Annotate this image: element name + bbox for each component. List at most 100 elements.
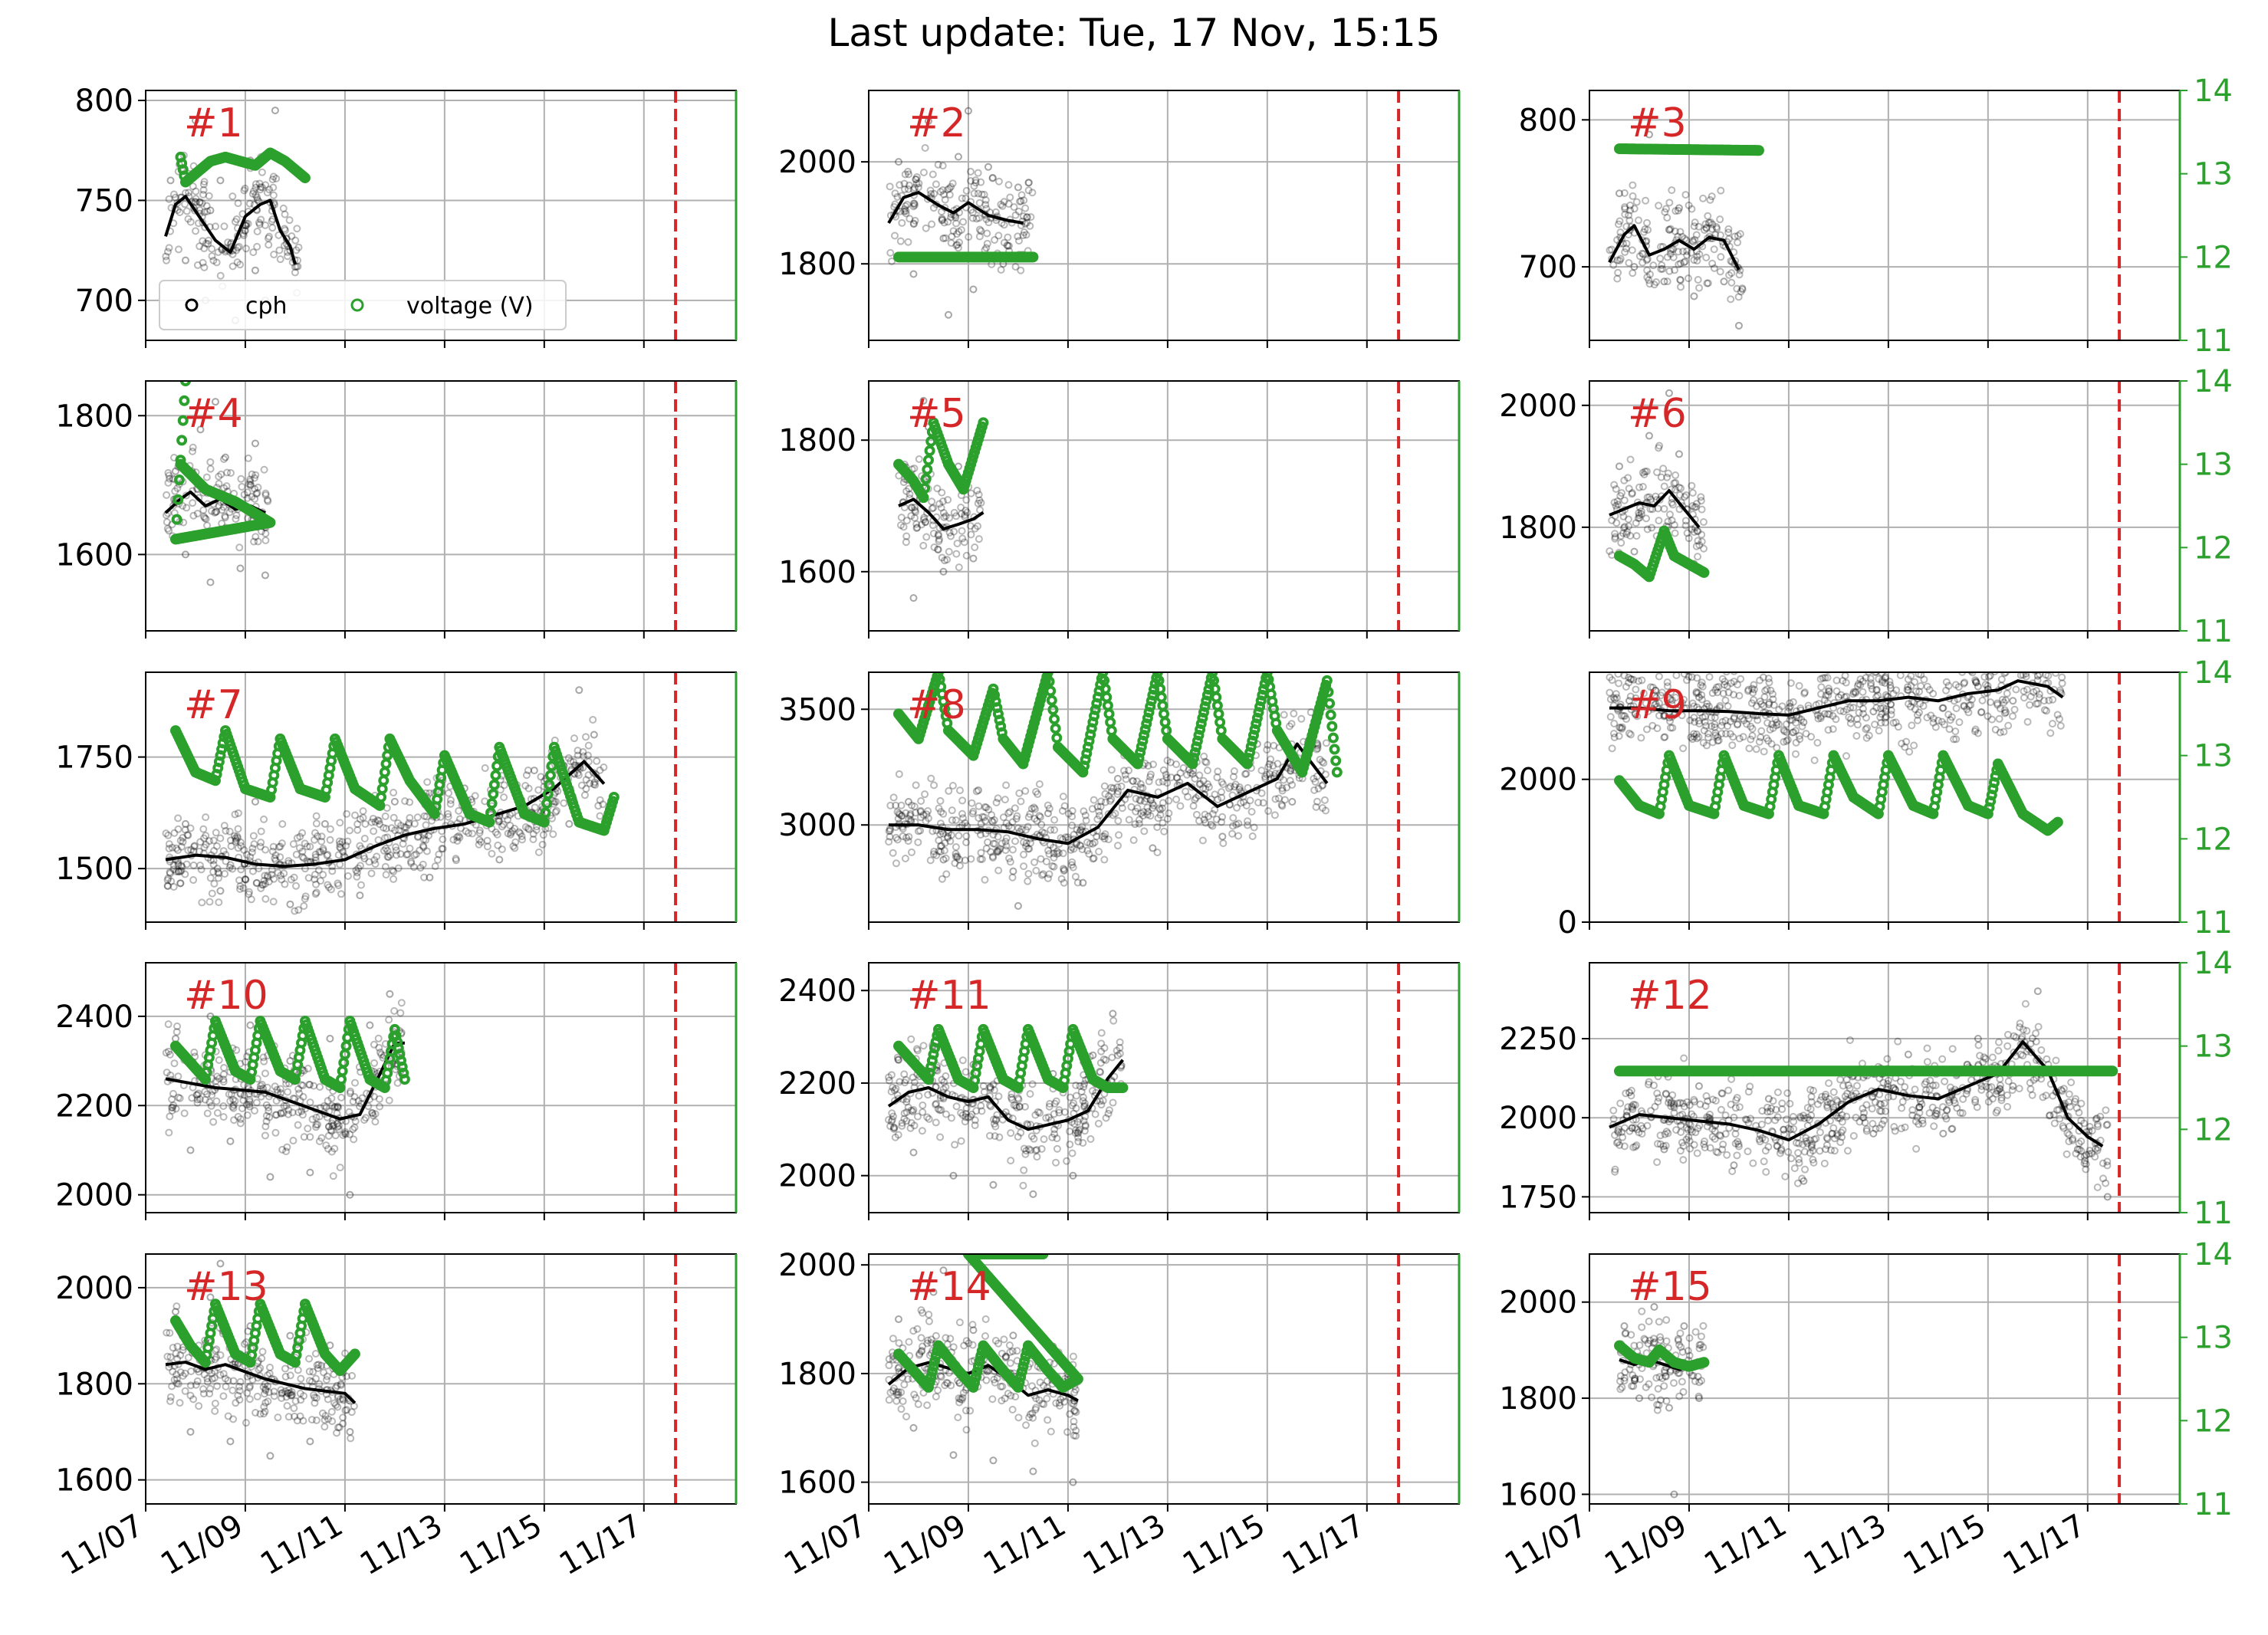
cph-point	[908, 504, 916, 512]
cph-point	[356, 891, 364, 900]
cph-point	[283, 1143, 291, 1151]
cph-point	[276, 853, 284, 862]
cph-point	[1311, 777, 1320, 786]
cph-point	[1606, 695, 1615, 704]
cph-point	[1264, 740, 1272, 749]
cph-point	[210, 847, 219, 855]
cph-point	[1149, 804, 1157, 813]
cph-point	[912, 179, 921, 188]
cph-point	[356, 842, 364, 850]
cph-point	[1101, 790, 1109, 798]
cph-point	[1616, 217, 1624, 225]
cph-point	[1697, 497, 1705, 505]
cph-point	[1901, 743, 1909, 751]
cph-point	[1676, 276, 1685, 284]
cph-point	[431, 862, 439, 871]
cph-point	[1629, 269, 1637, 277]
cph-point	[1156, 806, 1165, 814]
cph-point	[1672, 672, 1681, 679]
cph-point	[268, 871, 276, 879]
cph-point	[910, 465, 919, 473]
cph-point	[935, 500, 944, 508]
cph-point	[1984, 712, 1992, 721]
voltage-point	[1102, 700, 1113, 711]
cph-point	[1942, 678, 1951, 686]
voltage-point	[1327, 732, 1339, 744]
cph-point	[1609, 694, 1618, 702]
cph-point	[1938, 704, 1947, 712]
cph-point	[253, 193, 261, 202]
cph-point	[2010, 705, 2019, 714]
cph-point	[2022, 672, 2030, 681]
cph-point	[1127, 803, 1136, 811]
cph-point	[1889, 690, 1898, 698]
cph-point	[1879, 704, 1888, 712]
cph-point	[248, 493, 256, 501]
cph-point	[1235, 783, 1244, 792]
cph-point	[1060, 865, 1069, 874]
cph-point	[304, 1065, 312, 1073]
cph-point	[982, 803, 991, 812]
cph-point	[315, 848, 324, 856]
cph-point	[1761, 687, 1770, 695]
cph-point	[1942, 686, 1951, 694]
cph-point	[255, 218, 263, 227]
cph-point	[269, 898, 278, 906]
cph-point	[247, 895, 255, 904]
cph-point	[1707, 218, 1715, 227]
cph-point	[380, 846, 388, 855]
cph-point	[1011, 837, 1020, 845]
cph-point	[1189, 802, 1198, 810]
cph-point	[929, 530, 938, 538]
cph-point	[949, 227, 958, 235]
cph-point	[1004, 241, 1013, 250]
cph-point	[948, 232, 956, 241]
cph-point	[2004, 721, 2013, 730]
cph-point	[907, 848, 915, 856]
cph-point	[1628, 489, 1636, 497]
cph-point	[360, 855, 369, 863]
cph-point	[912, 176, 920, 184]
cph-point	[1753, 702, 1761, 711]
cph-point	[1837, 691, 1846, 699]
cph-point	[245, 1098, 254, 1106]
cph-point	[1839, 708, 1848, 716]
cph-point	[410, 819, 419, 828]
cph-point	[1073, 878, 1082, 887]
cph-point	[1765, 698, 1773, 707]
cph-point	[1278, 784, 1287, 793]
cph-point	[200, 843, 209, 852]
cph-point	[1038, 871, 1047, 879]
cph-point	[1694, 537, 1702, 545]
cph-point	[194, 219, 202, 228]
cph-point	[2012, 654, 2018, 660]
cph-point	[1217, 788, 1225, 796]
y-tick-label: 700	[1519, 250, 1577, 285]
cph-point	[928, 504, 936, 513]
cph-point	[2056, 686, 2065, 694]
cph-point	[919, 168, 928, 176]
cph-point	[220, 484, 228, 492]
cph-point	[1664, 517, 1672, 526]
cph-point	[1698, 505, 1706, 514]
cph-point	[306, 1081, 314, 1089]
y-tick-label: 1800	[778, 423, 856, 458]
cph-point	[1048, 862, 1057, 870]
cph-point	[1661, 208, 1669, 216]
cph-point	[2047, 672, 2053, 674]
cph-point	[921, 518, 929, 527]
cph-point	[1929, 689, 1938, 698]
cph-point	[1849, 704, 1858, 712]
cph-point	[941, 839, 949, 847]
cph-point	[973, 486, 981, 494]
plot-area	[162, 686, 620, 915]
cph-point	[1208, 809, 1217, 818]
cph-point	[1624, 474, 1632, 482]
cph-point	[395, 826, 403, 835]
cph-point	[1825, 688, 1833, 696]
cph-point	[521, 822, 530, 831]
cph-point	[422, 813, 431, 821]
cph-point	[1060, 867, 1068, 875]
cph-point	[1660, 277, 1668, 286]
